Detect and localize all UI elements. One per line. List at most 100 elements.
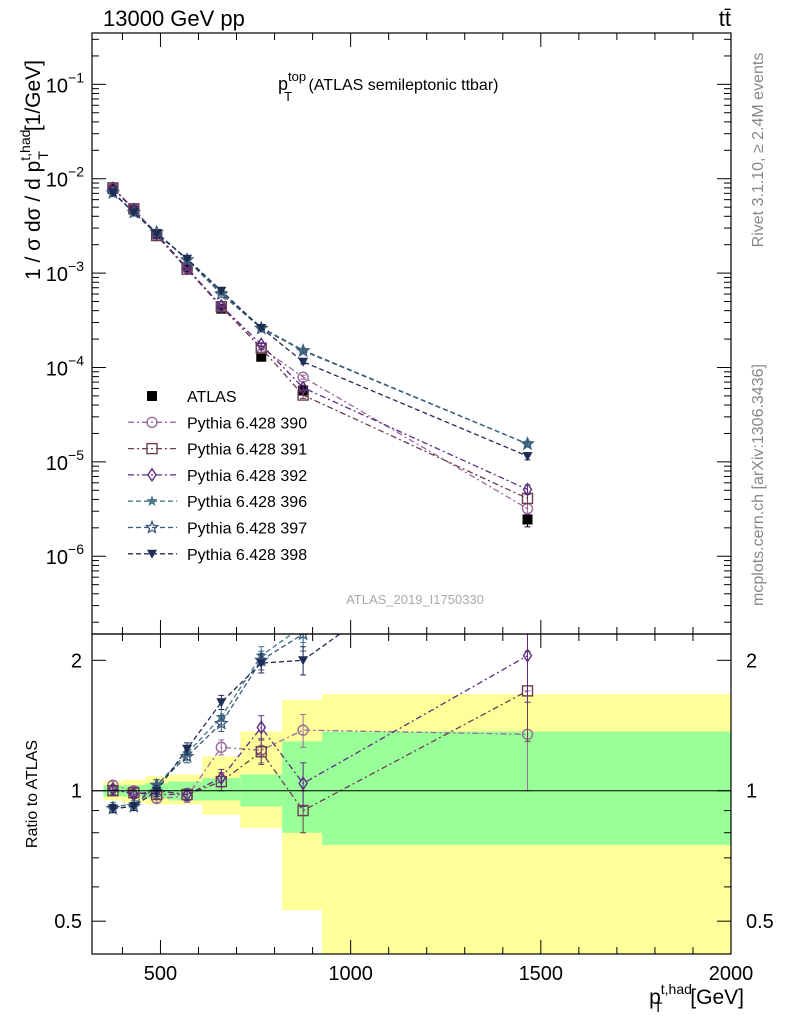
data-point: [522, 482, 533, 497]
series-line: [112, 655, 528, 796]
main-title: ptop T (ATLAS semileptonic ttbar): [278, 69, 498, 104]
data-point: [213, 286, 229, 301]
legend-label: ATLAS: [187, 389, 237, 406]
legend-label: Pythia 6.428 396: [187, 494, 307, 511]
data-point: [298, 380, 308, 396]
x-tick-label: 1000: [328, 963, 373, 985]
data-point: [213, 715, 229, 730]
main-series-5: [105, 184, 535, 451]
data-point: [520, 436, 535, 451]
data-point: [297, 620, 308, 631]
data-point: [295, 343, 311, 358]
legend-item: Pythia 6.428 390: [128, 415, 307, 432]
legend-marker: [144, 519, 160, 534]
y-tick-label: 10−4: [46, 352, 84, 380]
legend-marker: [147, 467, 157, 483]
ratio-y-tick-label-right: 0.5: [746, 911, 774, 933]
series-line: [112, 634, 293, 808]
data-point: [182, 787, 192, 802]
main-plot-frame: [91, 32, 732, 635]
series-line: [112, 187, 528, 510]
data-point: [255, 746, 267, 758]
data-point: [216, 770, 227, 786]
legend-item: Pythia 6.428 397: [128, 519, 307, 538]
data-point: [256, 324, 267, 334]
energy-label: 13000 GeV pp: [103, 6, 245, 31]
legend-item: ATLAS: [147, 389, 237, 406]
x-tick-label: 500: [144, 963, 177, 985]
legend: ATLAS Pythia 6.428 390 Pythia 6.428 391 Pyt…: [128, 389, 307, 564]
legend-label: Pythia 6.428 398: [187, 547, 307, 564]
series-line: [112, 192, 528, 457]
series-line: [112, 192, 528, 445]
y-tick-label: 10−6: [46, 541, 84, 569]
data-point: [107, 188, 118, 198]
data-point: [182, 260, 192, 276]
legend-marker: [147, 391, 157, 401]
main-series-2: [107, 182, 534, 505]
main-plot-series: [105, 181, 535, 528]
data-point: [107, 804, 118, 814]
data-point: [256, 720, 267, 735]
x-tick-label: 2000: [709, 963, 754, 985]
x-tick-label: 1500: [519, 963, 564, 985]
data-point: [522, 452, 533, 462]
process-label: tt̄: [719, 6, 731, 31]
series-line: [112, 729, 528, 800]
data-point: [298, 776, 308, 791]
y-tick-label: 10−3: [46, 258, 84, 286]
data-point: [216, 298, 227, 314]
data-point: [182, 744, 193, 754]
uncertainty-bands: [103, 694, 731, 954]
data-point: [128, 802, 139, 812]
legend-label: Pythia 6.428 390: [187, 415, 307, 432]
series-line: [112, 187, 528, 499]
legend-label: Pythia 6.428 392: [187, 468, 307, 485]
data-point: [298, 357, 309, 367]
legend-item: Pythia 6.428 391: [128, 442, 307, 459]
data-point: [256, 337, 267, 352]
data-point: [256, 351, 267, 362]
source-label: mcplots.cern.ch [arXiv:1306.3436]: [750, 364, 767, 606]
ratio-y-tick-label-right: 1: [746, 781, 757, 803]
data-point: [522, 514, 533, 525]
main-y-axis-label: 1 / σ dσ / d pt,had T [1/GeV]: [17, 60, 51, 280]
data-point: [151, 229, 162, 239]
data-point: [182, 254, 193, 264]
data-point: [522, 648, 533, 663]
legend-marker: [147, 549, 157, 559]
legend-marker: [146, 442, 158, 455]
data-point: [216, 303, 227, 314]
legend-item: Pythia 6.428 396: [128, 494, 307, 511]
data-point: [216, 286, 227, 296]
main-series-4: [107, 186, 534, 449]
ratio-y-axis-label: Ratio to ATLAS: [24, 740, 41, 848]
legend-item: Pythia 6.428 398: [128, 547, 307, 564]
ratio-y-tick-label: 2: [71, 650, 82, 672]
legend-label: Pythia 6.428 397: [187, 521, 307, 538]
rivet-label: Rivet 3.1.10, ≥ 2.4M events: [750, 53, 767, 248]
y-tick-label: 10−1: [46, 69, 84, 97]
data-point: [179, 748, 195, 763]
ratio-y-tick-label-right: 2: [746, 650, 757, 672]
ratio-y-tick-label: 1: [71, 781, 82, 803]
ratio-plot-frame: [91, 633, 732, 955]
legend-item: Pythia 6.428 392: [128, 467, 307, 485]
y-tick-label: 10−5: [46, 447, 84, 475]
legend-marker: [146, 416, 158, 428]
legend-marker: [146, 495, 158, 507]
legend-label: Pythia 6.428 391: [187, 442, 307, 459]
x-axis-label: pt,had T [GeV]: [649, 981, 744, 1015]
series-line: [112, 191, 528, 445]
main-series-6: [107, 188, 533, 462]
series-line: [112, 690, 528, 812]
y-tick-label: 10−2: [46, 164, 84, 192]
series-line: [112, 187, 528, 491]
ratio-plot-series: [105, 620, 534, 834]
data-point: [128, 208, 139, 218]
data-point: [298, 634, 308, 641]
axis-ticks: 10−6 10−5 10−4 10−3 10−2 10−1 500 1000 1500 2000 0…: [46, 33, 774, 985]
data-point: [297, 724, 309, 736]
data-point: [216, 698, 227, 708]
data-point: [108, 781, 118, 797]
